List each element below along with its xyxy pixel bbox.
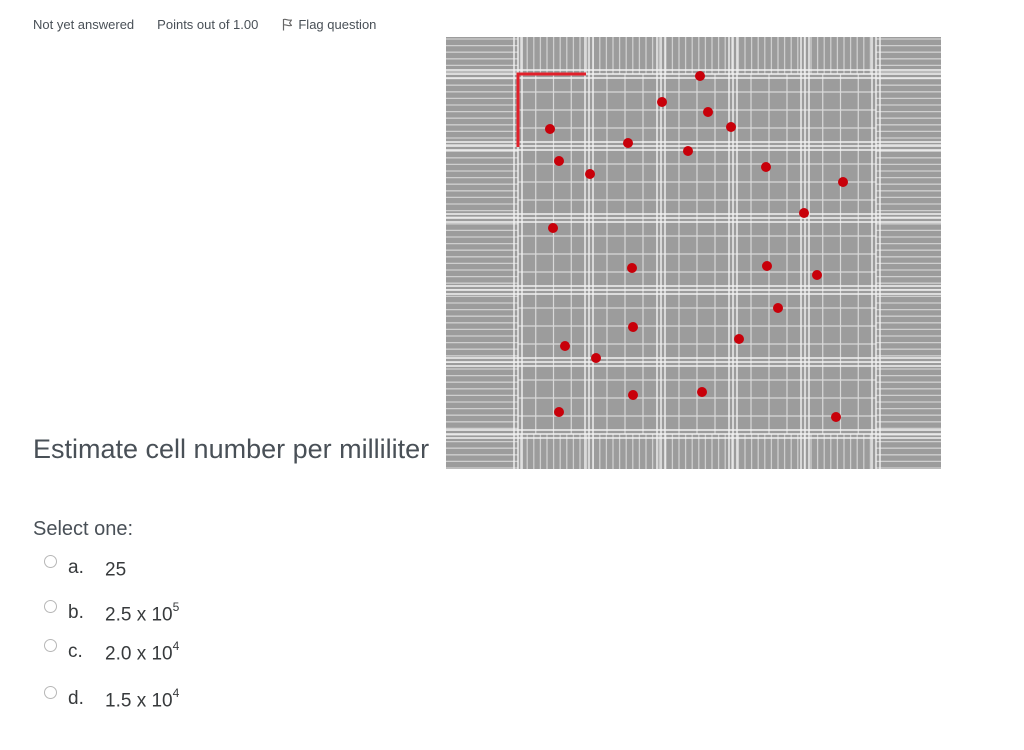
cell-marker: [623, 138, 633, 148]
answer-exponent: 4: [172, 639, 180, 653]
cell-marker: [554, 156, 564, 166]
question-text: Estimate cell number per milliliter: [33, 434, 430, 464]
flag-icon: [283, 18, 293, 30]
cell-marker: [657, 97, 667, 107]
cell-marker: [585, 169, 595, 179]
answer-radio-a[interactable]: [44, 555, 57, 568]
flag-question-label: Flag question: [298, 16, 377, 32]
cell-marker: [812, 270, 822, 280]
corner-bracket: [516, 72, 586, 147]
answer-text: 1.5 x 104: [105, 686, 180, 712]
answer-letter: b.: [68, 602, 84, 623]
cell-marker: [695, 71, 705, 81]
cell-marker: [726, 122, 736, 132]
answer-radio-c[interactable]: [44, 639, 57, 652]
answer-option-a[interactable]: a. 25: [44, 555, 126, 581]
cell-marker: [838, 177, 848, 187]
cell-marker: [799, 208, 809, 218]
answer-value: 2.5 x 10: [105, 604, 173, 626]
question-grade: Points out of 1.00: [157, 16, 259, 32]
cell-marker: [628, 322, 638, 332]
cell-marker: [773, 303, 783, 313]
answer-exponent: 5: [172, 600, 180, 614]
answer-letter: d.: [68, 688, 84, 709]
cell-marker: [548, 223, 558, 233]
question-state: Not yet answered: [33, 16, 135, 32]
cell-marker: [831, 412, 841, 422]
cell-marker: [545, 124, 555, 134]
answer-option-d[interactable]: d. 1.5 x 104: [44, 686, 180, 712]
question-info: Not yet answered Points out of 1.00 Flag…: [33, 15, 376, 33]
grid-background: [446, 37, 941, 469]
cell-marker: [761, 162, 771, 172]
answer-radio-b[interactable]: [44, 600, 57, 613]
answer-value: 2.0 x 10: [105, 643, 173, 665]
answer-option-c[interactable]: c. 2.0 x 104: [44, 639, 180, 665]
answer-letter: c.: [68, 641, 83, 662]
hemocytometer-grid: [446, 37, 941, 469]
answer-exponent: 4: [172, 686, 180, 700]
answer-text: 2.0 x 104: [105, 639, 180, 665]
cell-marker: [591, 353, 601, 363]
cell-marker: [697, 387, 707, 397]
cell-marker: [628, 390, 638, 400]
cell-marker: [762, 261, 772, 271]
answer-text: 25: [105, 557, 126, 581]
answer-option-b[interactable]: b. 2.5 x 105: [44, 600, 180, 626]
answer-value: 25: [105, 559, 127, 581]
answer-text: 2.5 x 105: [105, 600, 180, 626]
answer-value: 1.5 x 10: [105, 690, 173, 712]
answer-prompt: Select one:: [33, 518, 134, 540]
cell-marker: [703, 107, 713, 117]
hemocytometer-image: [446, 37, 941, 469]
answer-letter: a.: [68, 557, 84, 578]
cell-marker: [554, 407, 564, 417]
flag-question-link[interactable]: Flag question: [282, 17, 376, 32]
answer-radio-d[interactable]: [44, 686, 57, 699]
cell-marker: [560, 341, 570, 351]
cell-marker: [627, 263, 637, 273]
cell-marker: [734, 334, 744, 344]
cell-marker: [683, 146, 693, 156]
